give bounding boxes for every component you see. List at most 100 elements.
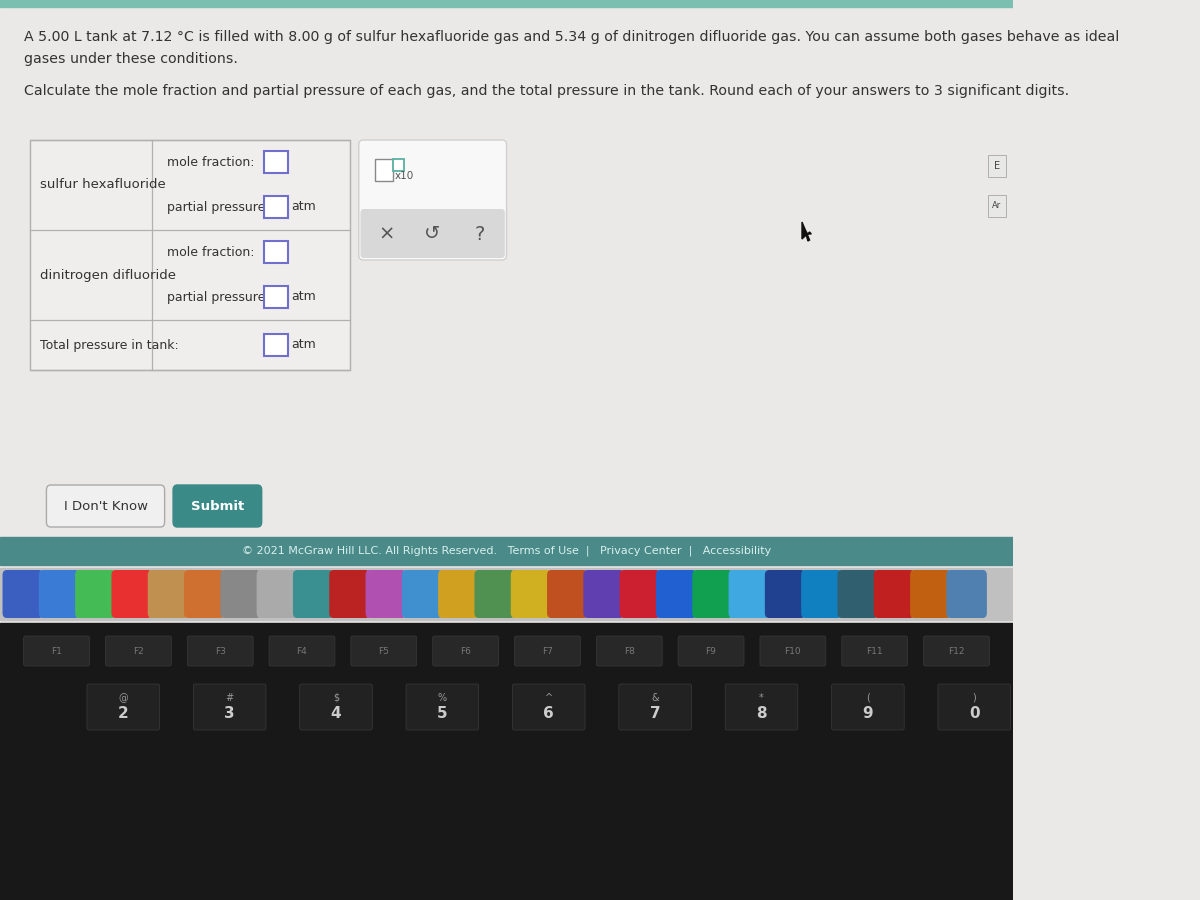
FancyBboxPatch shape: [678, 636, 744, 666]
Text: x10: x10: [395, 171, 414, 181]
Text: dinitrogen difluoride: dinitrogen difluoride: [40, 268, 175, 282]
Bar: [0, 0, 1013, 7]
FancyBboxPatch shape: [874, 570, 914, 618]
FancyBboxPatch shape: [938, 684, 1010, 730]
FancyBboxPatch shape: [350, 636, 416, 666]
FancyBboxPatch shape: [924, 636, 990, 666]
Text: #: #: [226, 693, 234, 703]
FancyBboxPatch shape: [511, 570, 551, 618]
FancyBboxPatch shape: [112, 570, 152, 618]
FancyBboxPatch shape: [619, 570, 660, 618]
Text: ?: ?: [474, 224, 485, 244]
Text: ): ): [972, 693, 976, 703]
Bar: [264, 286, 288, 308]
Text: Total pressure in tank:: Total pressure in tank:: [40, 338, 179, 352]
FancyBboxPatch shape: [692, 570, 733, 618]
Bar: [988, 155, 1007, 177]
Text: 8: 8: [756, 706, 767, 722]
FancyBboxPatch shape: [433, 636, 498, 666]
FancyBboxPatch shape: [293, 570, 334, 618]
FancyBboxPatch shape: [366, 570, 406, 618]
FancyBboxPatch shape: [300, 684, 372, 730]
FancyBboxPatch shape: [583, 570, 624, 618]
Text: gases under these conditions.: gases under these conditions.: [24, 52, 238, 66]
FancyBboxPatch shape: [512, 684, 586, 730]
Text: Calculate the mole fraction and partial pressure of each gas, and the total pres: Calculate the mole fraction and partial …: [24, 84, 1069, 98]
Bar: [264, 334, 288, 356]
Text: *: *: [760, 693, 764, 703]
Text: $: $: [332, 693, 340, 703]
FancyBboxPatch shape: [173, 485, 262, 527]
FancyBboxPatch shape: [257, 570, 298, 618]
Polygon shape: [802, 222, 811, 241]
Text: 6: 6: [544, 706, 554, 722]
Text: Submit: Submit: [191, 500, 244, 512]
FancyBboxPatch shape: [474, 570, 515, 618]
FancyBboxPatch shape: [596, 636, 662, 666]
FancyBboxPatch shape: [947, 570, 986, 618]
Text: F8: F8: [624, 646, 635, 655]
Text: F5: F5: [378, 646, 389, 655]
Text: (: (: [866, 693, 870, 703]
FancyBboxPatch shape: [725, 684, 798, 730]
FancyBboxPatch shape: [619, 684, 691, 730]
Text: atm: atm: [292, 201, 316, 213]
Text: atm: atm: [292, 291, 316, 303]
FancyBboxPatch shape: [38, 570, 79, 618]
FancyBboxPatch shape: [106, 636, 172, 666]
Text: 4: 4: [331, 706, 341, 722]
Text: Ar: Ar: [992, 202, 1002, 211]
Text: ×: ×: [378, 224, 395, 244]
FancyBboxPatch shape: [148, 570, 188, 618]
FancyBboxPatch shape: [184, 570, 224, 618]
Text: mole fraction:: mole fraction:: [167, 156, 254, 168]
FancyBboxPatch shape: [193, 684, 266, 730]
Bar: [264, 196, 288, 218]
Text: 0: 0: [968, 706, 979, 722]
Bar: [394, 159, 403, 171]
FancyBboxPatch shape: [728, 570, 769, 618]
Text: © 2021 McGraw Hill LLC. All Rights Reserved.   Terms of Use  |   Privacy Center : © 2021 McGraw Hill LLC. All Rights Reser…: [242, 545, 772, 556]
Text: atm: atm: [292, 338, 316, 352]
Text: F3: F3: [215, 646, 226, 655]
Text: 3: 3: [224, 706, 235, 722]
Text: 5: 5: [437, 706, 448, 722]
Bar: [0, 568, 1013, 620]
FancyBboxPatch shape: [802, 570, 841, 618]
Bar: [988, 195, 1007, 217]
Text: partial pressure:: partial pressure:: [167, 201, 270, 213]
Text: 7: 7: [649, 706, 660, 722]
FancyBboxPatch shape: [24, 636, 90, 666]
FancyBboxPatch shape: [656, 570, 696, 618]
Text: sulfur hexafluoride: sulfur hexafluoride: [40, 178, 166, 192]
FancyBboxPatch shape: [329, 570, 370, 618]
Text: E: E: [994, 161, 1000, 171]
Text: %: %: [438, 693, 446, 703]
Bar: [264, 151, 288, 173]
FancyBboxPatch shape: [838, 570, 878, 618]
FancyBboxPatch shape: [47, 485, 164, 527]
FancyBboxPatch shape: [832, 684, 904, 730]
Text: partial pressure:: partial pressure:: [167, 291, 270, 303]
Text: F4: F4: [296, 646, 307, 655]
Text: F6: F6: [460, 646, 472, 655]
FancyBboxPatch shape: [438, 570, 479, 618]
FancyBboxPatch shape: [86, 684, 160, 730]
Text: ↺: ↺: [424, 224, 440, 244]
Bar: [0, 537, 1013, 565]
Text: I Don't Know: I Don't Know: [64, 500, 148, 512]
Bar: [30, 140, 350, 370]
FancyBboxPatch shape: [360, 209, 505, 258]
FancyBboxPatch shape: [515, 636, 581, 666]
Text: F10: F10: [785, 646, 802, 655]
FancyBboxPatch shape: [406, 684, 479, 730]
Bar: [0, 623, 1013, 900]
FancyBboxPatch shape: [359, 140, 506, 260]
Text: F7: F7: [542, 646, 553, 655]
Text: A 5.00 L tank at 7.12 °C is filled with 8.00 g of sulfur hexafluoride gas and 5.: A 5.00 L tank at 7.12 °C is filled with …: [24, 30, 1118, 44]
FancyBboxPatch shape: [76, 570, 115, 618]
Text: F12: F12: [948, 646, 965, 655]
FancyBboxPatch shape: [402, 570, 443, 618]
Bar: [374, 159, 394, 181]
Text: 9: 9: [863, 706, 874, 722]
